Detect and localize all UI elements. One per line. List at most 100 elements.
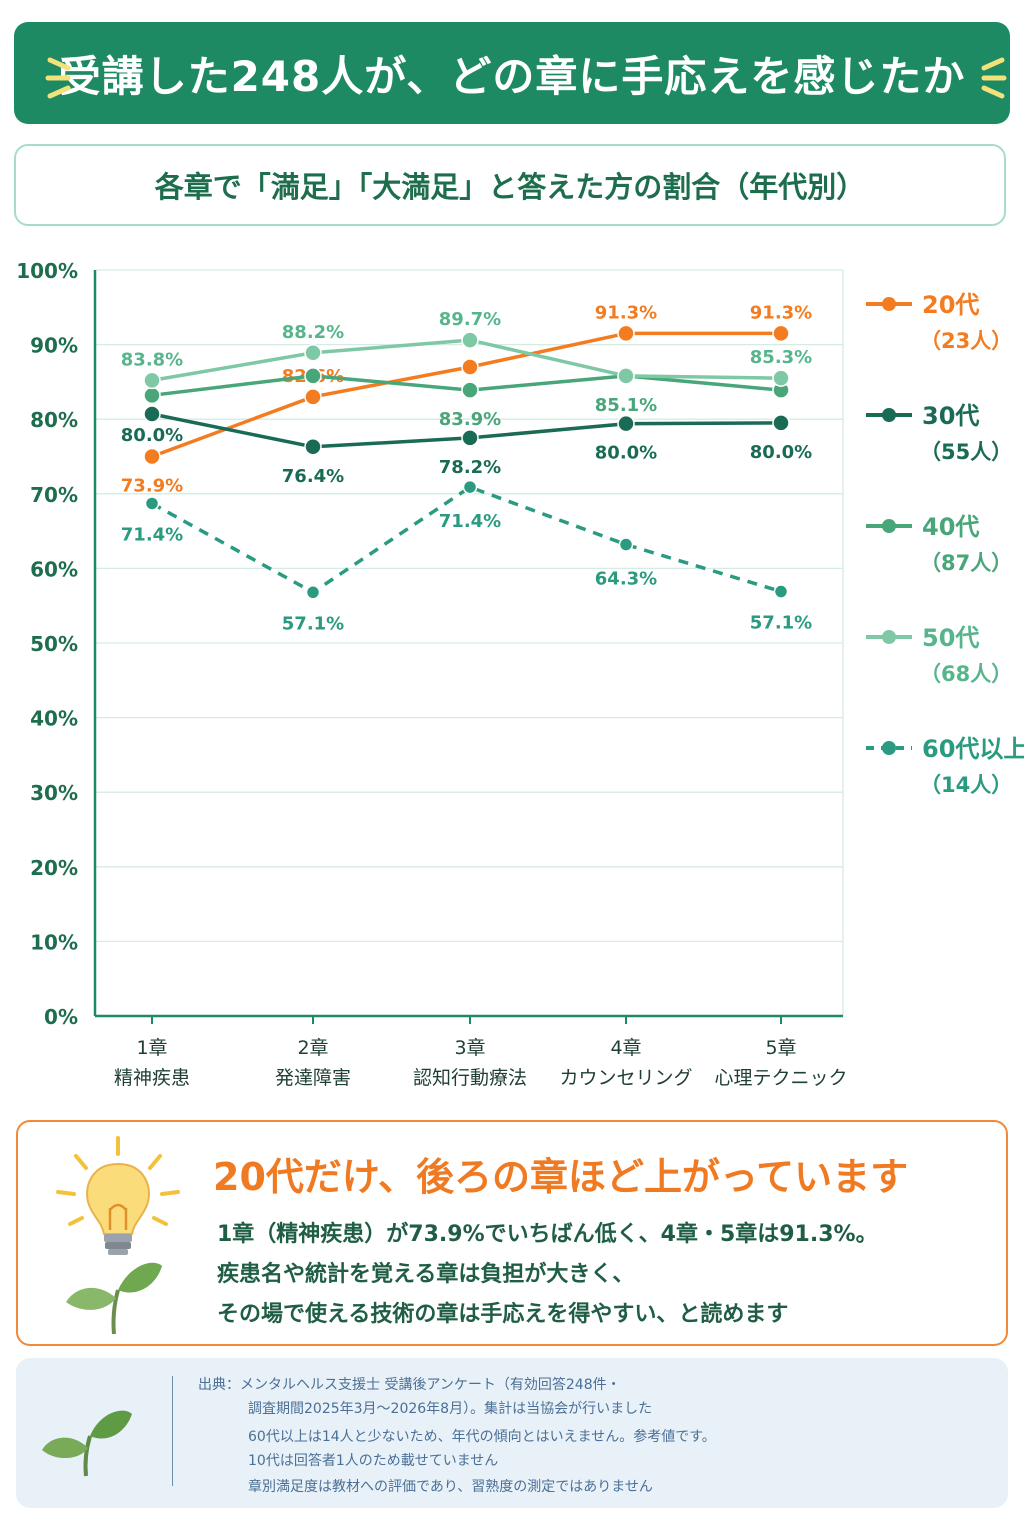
data-point — [143, 405, 161, 423]
sparkle-right-icon — [981, 57, 1007, 99]
sprout-icon — [66, 1262, 162, 1335]
data-point — [305, 585, 321, 600]
data-point — [617, 414, 635, 433]
data-label: 91.3% — [595, 302, 657, 323]
y-tick-label: 100% — [16, 259, 78, 283]
data-point — [461, 358, 479, 376]
subtitle-box: 各章で「満足」「大満足」と答えた方の割合（年代別） — [14, 144, 1006, 226]
legend-label: 50代 — [922, 624, 979, 652]
x-tick-label: 心理テクニック — [714, 1067, 847, 1089]
data-point — [772, 414, 790, 432]
x-tick-label: 精神疾患 — [114, 1067, 190, 1089]
data-point — [772, 369, 790, 387]
data-point — [618, 537, 634, 552]
data-label: 83.8% — [121, 349, 183, 370]
series-line — [151, 485, 782, 595]
x-tick-label: 3章 — [454, 1037, 485, 1059]
data-point — [143, 371, 161, 390]
source-line: 出典：メンタルヘルス支援士 受講後アンケート（有効回答248件・ — [198, 1377, 621, 1393]
data-label: 57.1% — [750, 613, 812, 634]
data-point — [143, 447, 161, 466]
data-point — [461, 331, 479, 349]
chart-subtitle: 各章で「満足」「大満足」と答えた方の割合（年代別） — [154, 170, 866, 204]
legend-count: （87人） — [920, 551, 1012, 575]
data-point — [143, 386, 161, 405]
legend-label: 40代 — [922, 513, 979, 541]
y-tick-label: 90% — [30, 334, 78, 358]
y-tick-label: 70% — [30, 483, 78, 507]
insight-box: 20代だけ、後ろの章ほど上がっています 1章（精神疾患）が73.9%でいちばん低… — [16, 1120, 1008, 1346]
y-tick-label: 50% — [30, 632, 78, 656]
data-label: 71.4% — [121, 524, 183, 545]
data-point — [617, 367, 635, 385]
data-label: 57.1% — [282, 613, 344, 634]
legend-swatch-dot — [882, 408, 896, 422]
data-point — [304, 388, 322, 406]
data-point — [144, 496, 160, 511]
y-tick-label: 10% — [30, 930, 78, 954]
y-tick-label: 0% — [44, 1005, 78, 1029]
legend-label: 60代以上 — [922, 735, 1024, 763]
data-label: 64.3% — [595, 569, 657, 590]
legend-swatch-dot — [882, 519, 896, 533]
legend-swatch-dot — [882, 741, 896, 755]
legend-label: 30代 — [922, 402, 979, 430]
x-tick-label: 1章 — [136, 1037, 167, 1059]
x-tick-label: 発達障害 — [275, 1067, 351, 1089]
data-label: 85.3% — [750, 347, 812, 368]
lightbulb-icon — [56, 1136, 180, 1255]
title-banner: 受講した248人が、どの章に手応えを感じたか — [14, 22, 1010, 124]
source-line: 60代以上は14人と少ないため、年代の傾向とはいえません。参考値です。 — [248, 1429, 716, 1445]
sprout-icon — [42, 1410, 132, 1477]
legend-count: （14人） — [920, 773, 1012, 797]
data-point — [772, 324, 790, 343]
y-tick-label: 30% — [30, 781, 78, 805]
data-label: 73.9% — [121, 476, 183, 497]
source-line: 章別満足度は教材への評価であり、習熟度の測定ではありません — [248, 1479, 653, 1495]
legend-swatch-dot — [882, 630, 896, 644]
x-tick-label: 4章 — [610, 1037, 641, 1059]
data-label: 80.0% — [750, 442, 812, 463]
insight-line: その場で使える技術の章は手応えを得やすい、と読めます — [217, 1302, 789, 1327]
y-tick-label: 20% — [30, 856, 78, 880]
legend-count: （68人） — [920, 662, 1012, 686]
data-point — [773, 584, 789, 599]
legend-count: （23人） — [920, 329, 1012, 353]
data-point — [461, 429, 479, 447]
data-point — [304, 438, 322, 456]
data-label: 89.7% — [439, 309, 501, 330]
legend-label: 20代 — [922, 291, 979, 319]
y-tick-label: 40% — [30, 707, 78, 731]
insight-title: 20代だけ、後ろの章ほど上がっています — [213, 1155, 909, 1199]
y-tick-label: 60% — [30, 557, 78, 581]
data-point — [304, 367, 322, 385]
x-tick-label: カウンセリング — [559, 1067, 692, 1089]
legend-count: （55人） — [920, 440, 1012, 464]
sparkle-left-icon — [45, 57, 71, 99]
x-tick-label: 2章 — [297, 1037, 328, 1059]
data-label: 80.0% — [595, 443, 657, 464]
insight-line: 1章（精神疾患）が73.9%でいちばん低く、4章・5章は91.3%。 — [217, 1222, 878, 1247]
legend-swatch-dot — [882, 297, 896, 311]
insight-line: 疾患名や統計を覚える章は負担が大きく、 — [217, 1262, 635, 1287]
source-divider — [172, 1376, 173, 1486]
data-label: 88.2% — [282, 322, 344, 343]
x-tick-label: 認知行動療法 — [413, 1067, 527, 1089]
page-title: 受講した248人が、どの章に手応えを感じたか — [58, 51, 966, 101]
data-label: 83.9% — [439, 409, 501, 430]
data-label: 71.4% — [439, 511, 501, 532]
source-line: 10代は回答者1人のため載せていません — [248, 1453, 499, 1469]
data-point — [304, 344, 322, 362]
x-tick-label: 5章 — [765, 1037, 796, 1059]
source-box: 出典：メンタルヘルス支援士 受講後アンケート（有効回答248件・ 調査期間202… — [16, 1358, 1008, 1508]
data-point — [461, 381, 479, 399]
data-point — [617, 324, 635, 343]
y-tick-label: 80% — [30, 408, 78, 432]
source-line: 調査期間2025年3月〜2026年8月）。集計は当協会が行いました — [248, 1401, 653, 1417]
data-label: 76.4% — [282, 466, 344, 487]
data-label: 85.1% — [595, 395, 657, 416]
data-point — [462, 479, 478, 495]
data-label: 78.2% — [439, 457, 501, 478]
data-label: 80.0% — [121, 425, 183, 446]
